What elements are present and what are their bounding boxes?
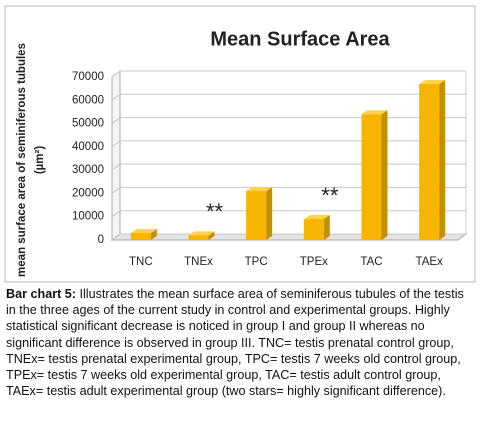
- grid-line: [111, 186, 466, 194]
- grid-line: [111, 117, 466, 124]
- bar-side: [208, 231, 215, 240]
- y-tick-label: 60000: [72, 94, 104, 106]
- y-tick-label: 30000: [72, 164, 104, 176]
- caption-label: Bar chart 5:: [6, 287, 76, 301]
- y-tick-label: 50000: [72, 118, 104, 130]
- y-tick-label: 20000: [72, 187, 104, 199]
- bar: [361, 114, 382, 240]
- y-tick-label: 0: [98, 234, 104, 246]
- bar-top: [361, 110, 388, 115]
- bar-top: [303, 215, 330, 220]
- side-wall: [111, 70, 121, 241]
- bar-side: [439, 79, 446, 240]
- grid-line: [111, 163, 466, 171]
- annotation: **: [206, 199, 224, 224]
- y-tick-label: 70000: [72, 71, 104, 83]
- bar-side: [323, 215, 330, 240]
- x-tick-label: TNEx: [184, 256, 213, 268]
- x-tick-label: TAC: [360, 256, 382, 268]
- x-tick-label: TNC: [129, 256, 153, 268]
- grid-line: [111, 210, 466, 218]
- y-tick-label: 40000: [72, 141, 104, 153]
- caption: Bar chart 5: Illustrates the mean surfac…: [6, 286, 474, 399]
- x-tick-label: TPEx: [300, 256, 328, 268]
- grid-line: [111, 70, 466, 78]
- y-axis-label: (µm²): [34, 146, 46, 175]
- bar-side: [150, 229, 157, 240]
- caption-text: Illustrates the mean surface area of sem…: [6, 287, 464, 399]
- bar-top: [188, 231, 215, 236]
- annotation: **: [321, 183, 339, 208]
- bar: [303, 219, 324, 240]
- bar-side: [266, 187, 273, 240]
- floor: [110, 233, 468, 241]
- grid-line: [111, 93, 466, 101]
- bar-top: [246, 187, 273, 192]
- bar-side: [381, 110, 388, 240]
- chart: Mean Surface Area mean surface area of s…: [4, 5, 476, 283]
- bar: [188, 235, 209, 240]
- bar: [419, 83, 440, 240]
- x-tick-label: TPC: [245, 256, 268, 268]
- chart-title: Mean Surface Area: [210, 28, 390, 50]
- bar-top: [130, 229, 157, 234]
- grid-line: [111, 140, 466, 148]
- bar: [130, 233, 151, 240]
- y-axis-label: mean surface area of seminiferous tubule…: [16, 43, 28, 277]
- grid-line: [111, 233, 466, 241]
- x-tick-label: TAEx: [416, 256, 444, 268]
- y-tick-label: 10000: [72, 211, 104, 223]
- bar-top: [419, 79, 446, 84]
- bar: [246, 191, 267, 240]
